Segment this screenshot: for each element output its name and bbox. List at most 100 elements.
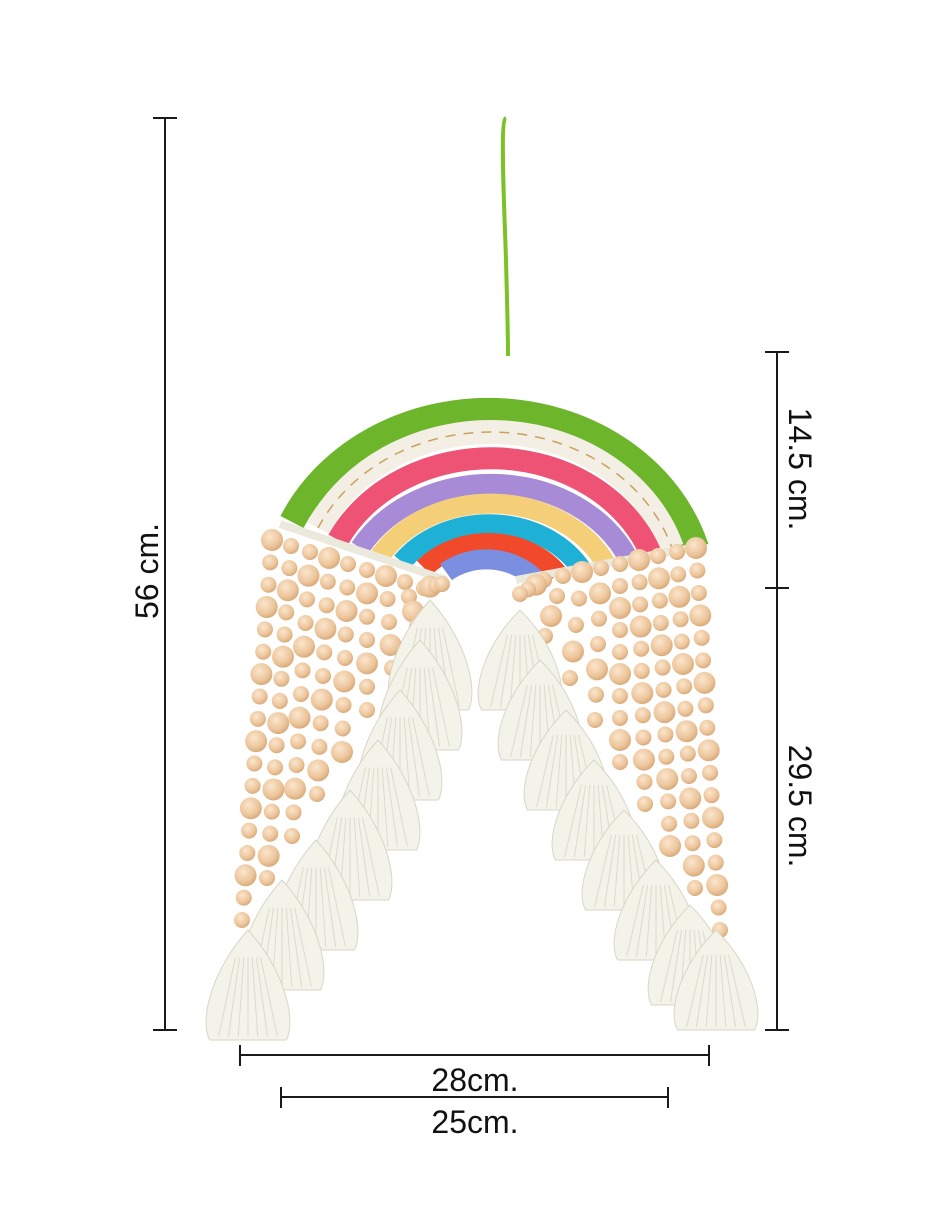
wood-bead (571, 561, 593, 583)
wood-bead (239, 797, 262, 820)
wood-bead (251, 688, 268, 705)
wood-bead (316, 644, 333, 661)
wood-bead (359, 632, 375, 648)
wood-bead (633, 662, 650, 679)
inner-width-label: 25cm. (431, 1104, 519, 1140)
wood-bead (234, 864, 257, 887)
wood-bead (587, 712, 603, 728)
wood-bead (290, 733, 306, 750)
wood-bead (670, 566, 687, 583)
wood-bead (379, 591, 396, 607)
wood-bead (339, 579, 356, 596)
wood-bead (679, 787, 702, 810)
tassel (673, 929, 759, 1031)
wood-bead (314, 617, 337, 640)
wood-bead (241, 822, 258, 839)
wood-bead (302, 544, 318, 560)
rainbow-height-label: 14.5 cm. (782, 407, 818, 531)
arc-cyan (394, 514, 591, 576)
wood-bead (555, 568, 571, 584)
wood-bead (356, 582, 378, 605)
fringe-height-label: 29.5 cm. (782, 744, 818, 868)
wood-bead (677, 700, 694, 717)
wood-bead (299, 591, 315, 608)
wood-bead (267, 712, 290, 735)
wood-bead (612, 688, 628, 704)
wood-bead (672, 653, 694, 675)
wood-bead (288, 757, 305, 773)
wood-bead (706, 832, 723, 849)
wood-bead (687, 880, 703, 896)
wood-bead (234, 912, 250, 928)
wood-bead (682, 854, 705, 877)
wood-bead (693, 629, 710, 646)
wood-bead (693, 671, 716, 694)
wood-bead (590, 636, 606, 652)
wood-bead (359, 702, 375, 718)
wood-bead (294, 662, 311, 679)
wood-bead (609, 663, 631, 685)
wood-bead (337, 650, 353, 666)
wood-bead (250, 663, 273, 686)
wood-bead (284, 777, 306, 800)
wood-bead (271, 692, 288, 709)
wood-bead (656, 768, 679, 791)
arc-red (416, 533, 566, 581)
wood-bead (562, 640, 584, 663)
hanging-cord (500, 116, 510, 357)
wood-bead (310, 688, 333, 711)
wood-bead (588, 686, 604, 703)
wood-bead (650, 548, 666, 564)
wood-bead (245, 730, 268, 753)
wood-bead (268, 737, 285, 754)
white-tassels (205, 599, 759, 1041)
wood-bead (668, 585, 691, 608)
wood-bead (684, 835, 701, 852)
wood-bead (272, 645, 294, 668)
wood-bead (356, 652, 378, 675)
wood-bead (650, 634, 673, 657)
arc-pink (328, 447, 661, 557)
wood-bead (259, 870, 275, 886)
wood-bead (675, 720, 698, 743)
wood-bead (631, 574, 648, 591)
wood-bead (359, 678, 375, 695)
wood-bead (699, 719, 716, 736)
wood-bead (293, 686, 309, 702)
wood-bead (631, 682, 654, 705)
wood-bead (683, 812, 700, 829)
wood-bead (381, 614, 397, 630)
wood-bead (591, 610, 607, 627)
wood-bead (571, 590, 587, 607)
wood-bead (568, 617, 584, 633)
wood-bead (281, 560, 298, 577)
wood-bead (701, 806, 724, 829)
wood-bead (676, 678, 693, 695)
wood-bead (276, 579, 299, 602)
wood-bead (549, 588, 565, 604)
tassel (205, 929, 291, 1041)
wood-bead (679, 745, 696, 762)
wood-bead (319, 573, 336, 590)
wood-bead (276, 626, 293, 643)
wood-bead (593, 560, 609, 576)
wood-bead (285, 804, 302, 821)
wood-bead (669, 544, 685, 560)
wood-bead (297, 615, 314, 631)
wood-bead (260, 576, 277, 593)
wood-bead (629, 615, 652, 638)
wood-bead (284, 828, 300, 844)
wood-bead (661, 815, 678, 832)
wood-bead (297, 564, 320, 587)
wood-bead (293, 635, 315, 658)
wood-bead (359, 562, 375, 578)
wood-bead (340, 556, 356, 572)
outer-width-label: 28cm. (431, 1062, 519, 1098)
wood-bead (263, 803, 280, 820)
wood-bead (375, 565, 397, 587)
wood-bead (689, 604, 712, 627)
wood-bead (288, 706, 311, 729)
wood-bead (672, 611, 689, 628)
wood-bead (697, 697, 714, 714)
